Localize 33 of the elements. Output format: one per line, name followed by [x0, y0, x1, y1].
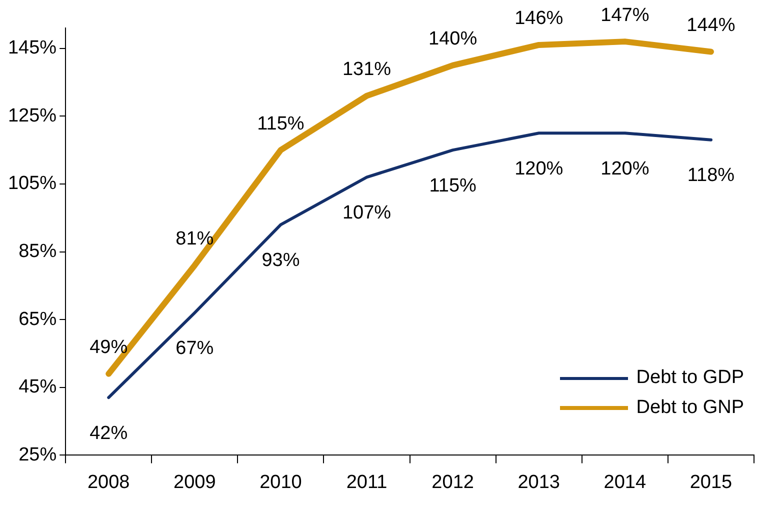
data-label: 131%: [342, 59, 392, 80]
data-label: 144%: [686, 14, 736, 36]
data-label: 140%: [428, 28, 478, 50]
data-label: 107%: [342, 202, 392, 224]
data-label: 81%: [176, 228, 214, 250]
data-label: 147%: [600, 4, 650, 26]
data-label: 120%: [600, 158, 650, 180]
data-label: 67%: [176, 338, 214, 360]
y-tick-label: 125%: [8, 105, 57, 126]
y-tick-label: 85%: [18, 241, 57, 262]
data-label: 42%: [90, 422, 128, 444]
data-label: 118%: [687, 165, 735, 186]
data-label: 146%: [514, 8, 564, 30]
x-tick-label: 2015: [690, 472, 732, 493]
x-tick-label: 2010: [260, 472, 302, 493]
y-tick-label: 45%: [18, 376, 57, 398]
data-label: 115%: [429, 175, 477, 196]
x-tick-label: 2011: [346, 472, 388, 493]
x-tick-label: 2014: [604, 472, 646, 493]
y-tick-label: 25%: [18, 444, 57, 466]
x-tick-label: 2013: [518, 472, 560, 493]
legend-label: Debt to GDP: [636, 367, 744, 389]
data-label: 120%: [514, 158, 564, 180]
y-tick-label: 105%: [8, 173, 57, 194]
legend-label: Debt to GNP: [636, 397, 744, 419]
x-tick-label: 2008: [87, 472, 130, 493]
x-tick-label: 2009: [174, 472, 216, 493]
data-label: 115%: [257, 113, 304, 134]
y-tick-label: 145%: [8, 38, 57, 59]
y-tick-label: 65%: [18, 308, 57, 330]
data-label: 93%: [262, 250, 300, 271]
data-label: 49%: [90, 337, 128, 358]
x-tick-label: 2012: [432, 472, 474, 493]
